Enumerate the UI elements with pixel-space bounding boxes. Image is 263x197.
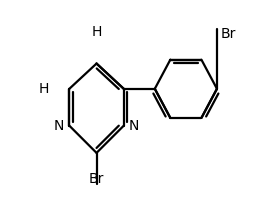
Text: N: N bbox=[54, 119, 64, 133]
Text: H: H bbox=[91, 25, 102, 39]
Text: Br: Br bbox=[89, 172, 104, 186]
Text: Br: Br bbox=[221, 27, 236, 41]
Text: N: N bbox=[129, 119, 139, 133]
Text: H: H bbox=[39, 82, 49, 96]
